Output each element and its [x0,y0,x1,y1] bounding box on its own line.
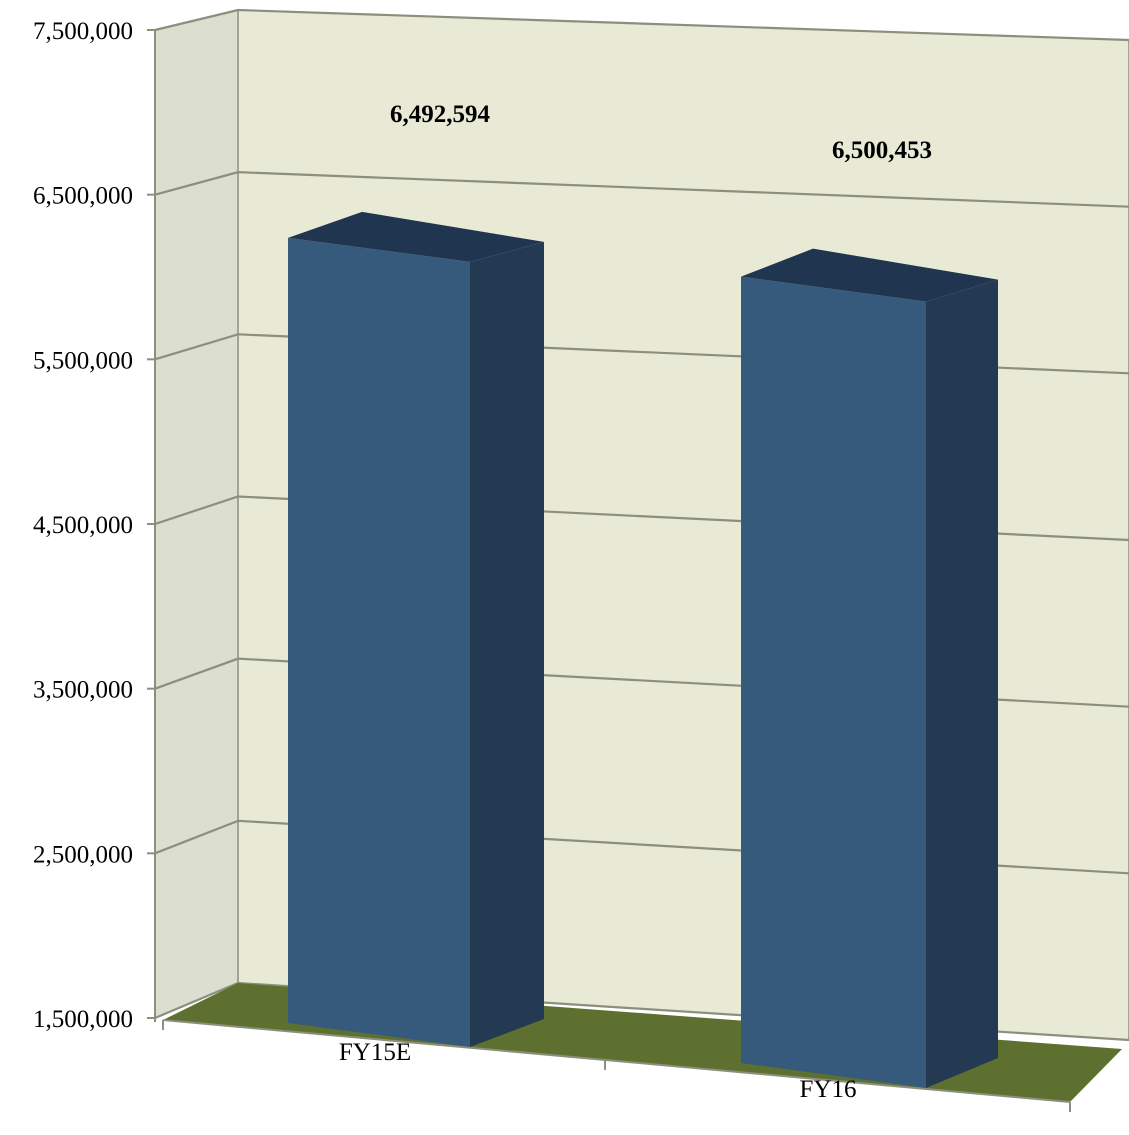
y-tick-label: 6,500,000 [33,183,133,210]
bar-top-FY15E [288,211,544,262]
y-tick-label: 2,500,000 [33,841,133,868]
category-label-FY15E: FY15E [339,1039,411,1066]
gridline [154,8,1129,42]
gridline [154,171,1129,208]
x-axis-ticks [162,1020,1071,1112]
bar-side-FY15E [470,241,544,1047]
data-label-FY15E: 6,492,594 [390,101,491,128]
bar-FY16 [741,276,926,1089]
bars [288,211,998,1089]
y-tick-label: 5,500,000 [33,347,133,374]
y-tick-label: 4,500,000 [33,512,133,539]
data-labels: 6,492,594 6,500,453 [390,101,932,164]
y-tick-label: 7,500,000 [33,18,133,45]
bar-side-FY16 [926,279,998,1089]
chart-side-wall [155,10,238,1018]
bar-top-FY16 [741,248,998,302]
x-axis-line [162,1019,1071,1103]
category-label-FY16: FY16 [800,1076,857,1103]
category-labels: FY15E FY16 [339,1039,857,1103]
data-label-FY16: 6,500,453 [832,137,932,164]
y-tick-label: 1,500,000 [33,1006,133,1033]
bar-FY15E [288,237,470,1047]
y-tick-label: 3,500,000 [33,677,133,704]
y-axis-ticks: 1,500,000 2,500,000 3,500,000 4,500,000 5,50… [33,18,155,1033]
